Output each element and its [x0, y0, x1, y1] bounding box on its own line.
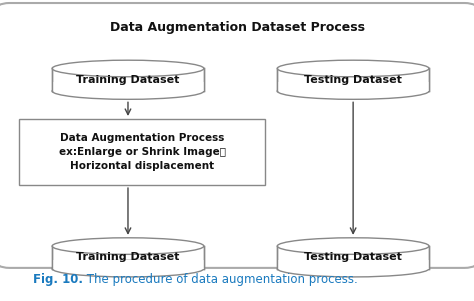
Text: Data Augmentation Dataset Process: Data Augmentation Dataset Process	[109, 20, 365, 34]
Text: Testing Dataset: Testing Dataset	[304, 75, 402, 85]
Ellipse shape	[277, 83, 429, 99]
Bar	[19, 119, 265, 185]
Text: Training Dataset: Training Dataset	[76, 75, 180, 85]
Bar	[52, 260, 204, 269]
Text: The procedure of data augmentation process.: The procedure of data augmentation proce…	[83, 273, 358, 287]
Text: Data Augmentation Process
ex:Enlarge or Shrink Image、
Horizontal displacement: Data Augmentation Process ex:Enlarge or …	[59, 133, 226, 171]
Text: Fig. 10.: Fig. 10.	[33, 273, 83, 287]
Ellipse shape	[277, 238, 429, 254]
Ellipse shape	[277, 60, 429, 77]
Bar	[52, 69, 204, 91]
Bar	[277, 246, 429, 269]
Bar	[277, 260, 429, 269]
Text: Testing Dataset: Testing Dataset	[304, 252, 402, 262]
Ellipse shape	[52, 238, 204, 254]
Ellipse shape	[52, 83, 204, 99]
Text: Training Dataset: Training Dataset	[76, 252, 180, 262]
Ellipse shape	[52, 260, 204, 277]
Ellipse shape	[52, 60, 204, 77]
FancyBboxPatch shape	[0, 3, 474, 268]
Ellipse shape	[277, 260, 429, 277]
Bar	[52, 82, 204, 91]
Bar	[52, 246, 204, 269]
Bar	[277, 82, 429, 91]
Bar	[277, 69, 429, 91]
